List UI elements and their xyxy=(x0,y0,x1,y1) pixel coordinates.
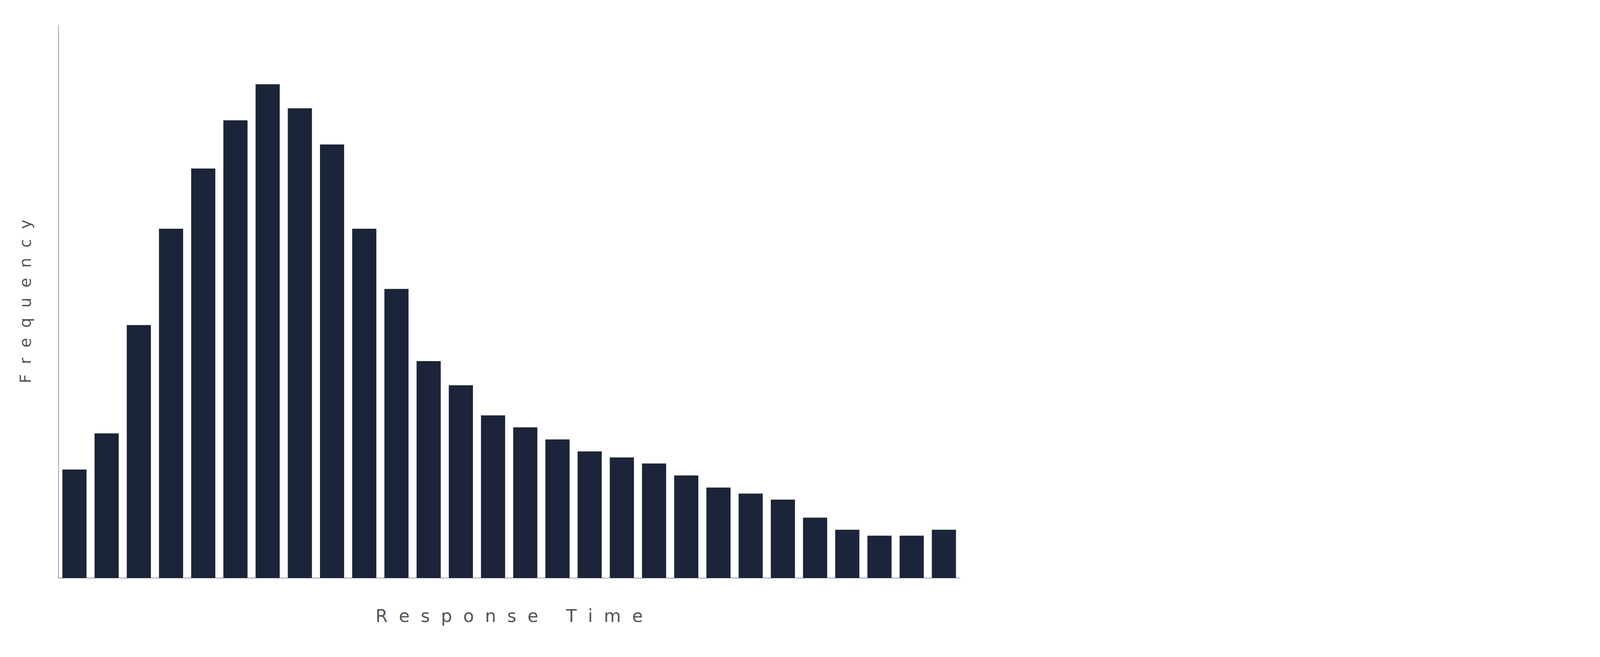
svg-text:F r e q u e n c y: F r e q u e n c y xyxy=(16,219,35,384)
svg-text:R e s p o n s e T: R e s p o n s e T i m e xyxy=(375,605,643,627)
